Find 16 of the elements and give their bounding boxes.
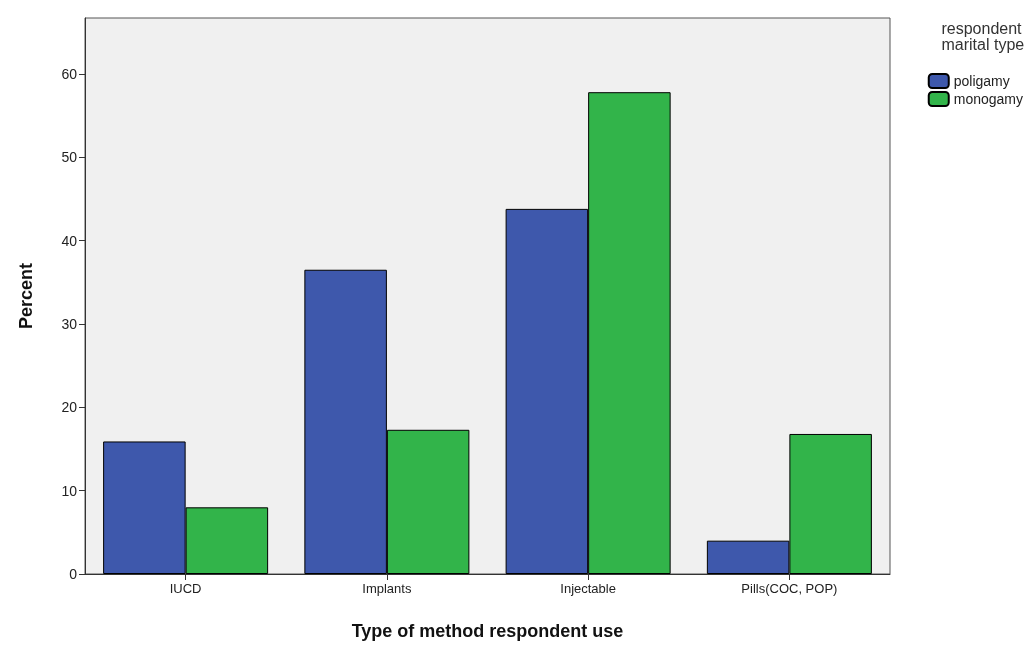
x-tick-label: Injectable <box>560 581 616 596</box>
y-tick-label: 20 <box>61 399 78 416</box>
legend-title: respondent marital type <box>941 19 1027 53</box>
x-tick-label: Pills(COC, POP) <box>741 581 838 596</box>
y-tick-label: 50 <box>61 149 78 166</box>
y-tick-label: 10 <box>61 482 78 499</box>
legend-label: monogamy <box>953 91 1024 107</box>
y-axis-title: Percent <box>16 262 36 330</box>
y-tick-label: 40 <box>61 232 78 249</box>
x-axis-title: Type of method respondent use <box>351 621 624 641</box>
legend-label: poligamy <box>953 73 1010 89</box>
y-tick-label: 30 <box>61 315 78 332</box>
x-tick-label: Implants <box>362 581 412 596</box>
y-tick-label: 60 <box>61 65 78 82</box>
y-tick-label: 0 <box>69 566 78 582</box>
x-tick-label: IUCD <box>169 581 202 596</box>
